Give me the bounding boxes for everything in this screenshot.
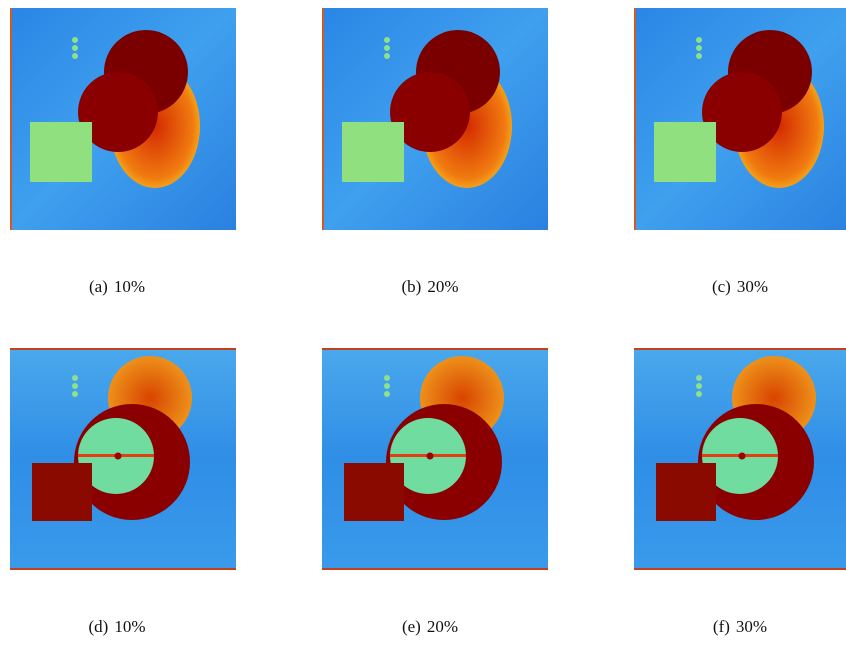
caption-caption: 20% (427, 617, 458, 636)
caption-label: (b) (402, 277, 422, 296)
panel-image (634, 8, 846, 230)
panel-image (322, 8, 548, 230)
caption-label: (d) (89, 617, 109, 636)
caption: (b) 20% (402, 277, 459, 296)
caption: (d) 10% (89, 617, 146, 636)
caption: (c) 30% (712, 277, 768, 296)
caption-caption: 20% (427, 277, 458, 296)
caption-caption: 10% (114, 617, 145, 636)
caption-label: (f) (713, 617, 730, 636)
caption-caption: 30% (737, 277, 768, 296)
panel-image (10, 348, 236, 570)
caption-label: (e) (402, 617, 421, 636)
panel-image (322, 348, 548, 570)
caption: (a) 10% (89, 277, 145, 296)
caption: (e) 20% (402, 617, 458, 636)
caption: (f) 30% (713, 617, 767, 636)
caption-caption: 30% (736, 617, 767, 636)
panel-image (10, 8, 236, 230)
caption-label: (a) (89, 277, 108, 296)
panel-image (634, 348, 846, 570)
caption-label: (c) (712, 277, 731, 296)
caption-caption: 10% (114, 277, 145, 296)
